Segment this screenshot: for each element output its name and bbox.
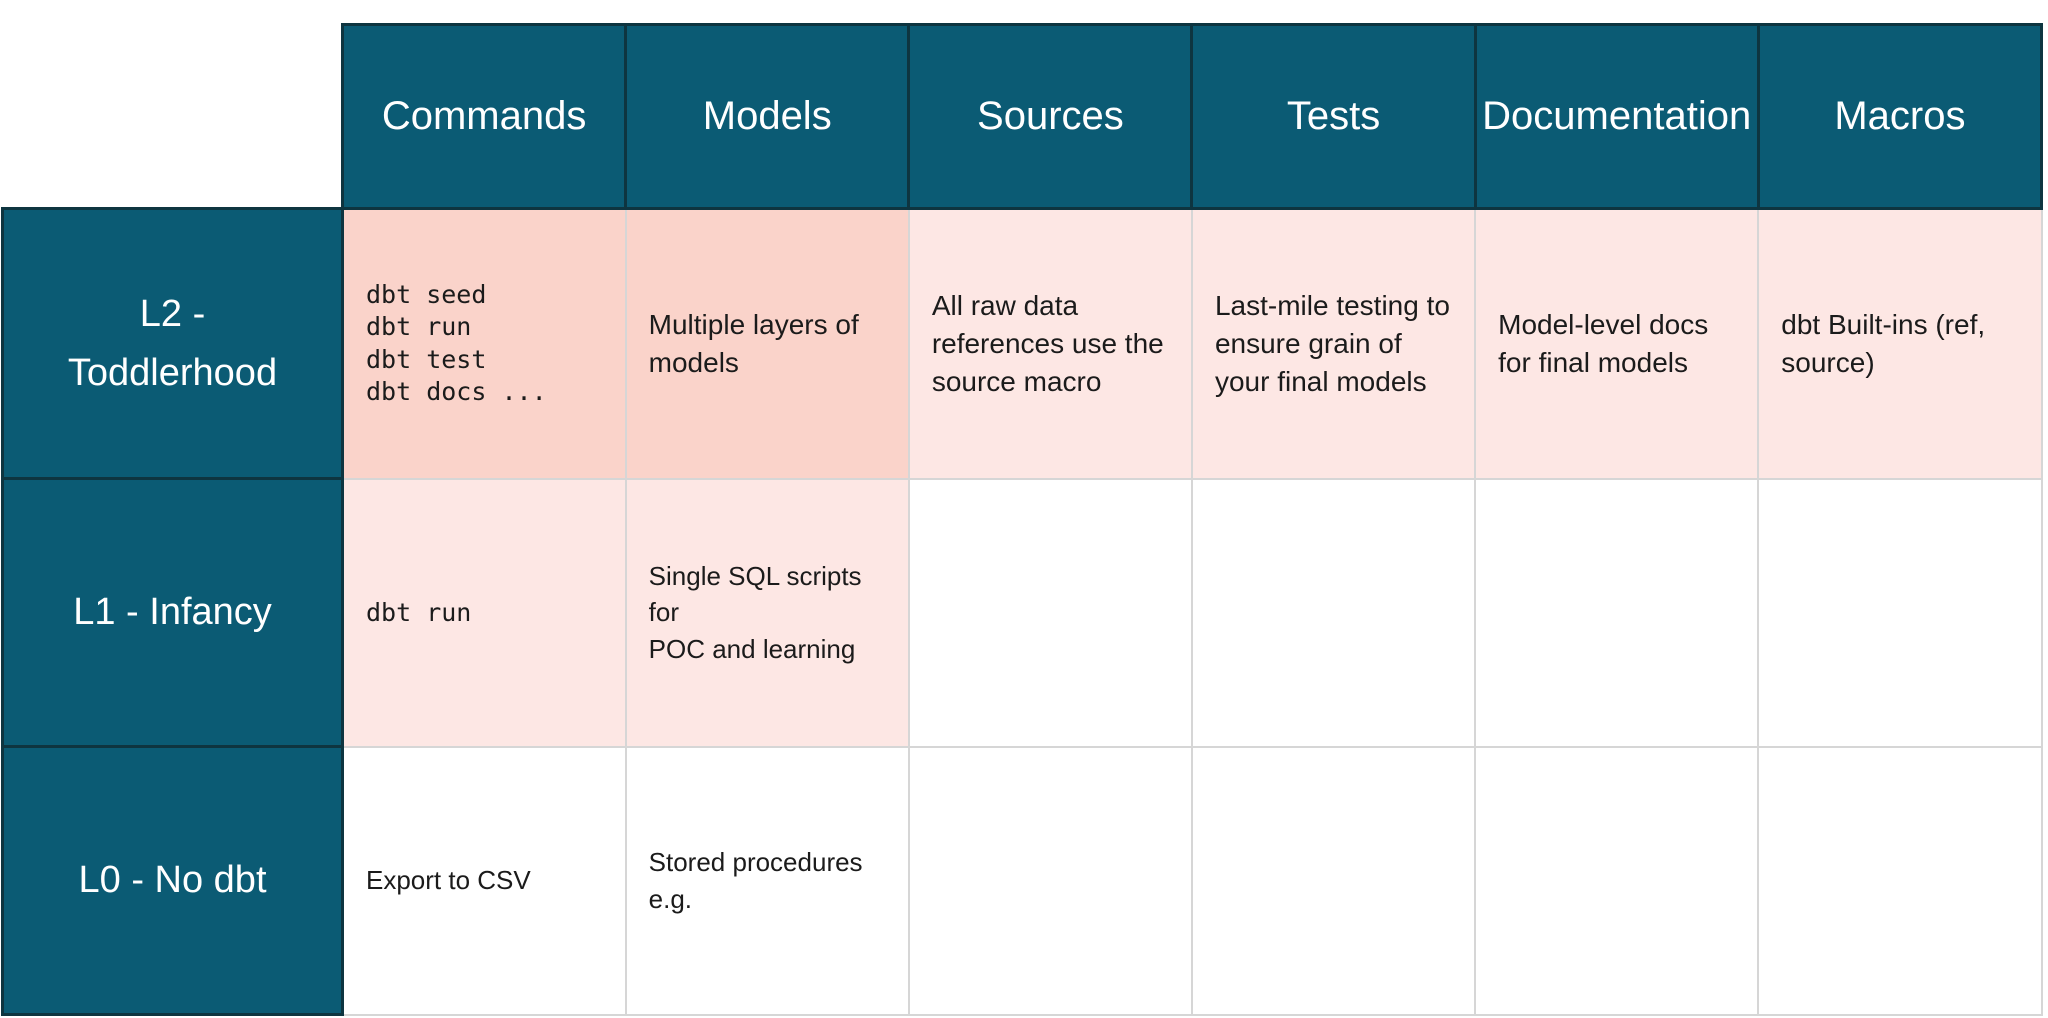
cell-l1-commands: dbt run	[341, 477, 627, 748]
cell-l1-macros	[1757, 477, 2043, 748]
cell-l2-documentation: Model-level docs for final models	[1474, 207, 1760, 480]
table-row-l1-infancy: L1 - Infancy dbt run Single SQL scripts …	[1, 477, 2043, 748]
dbt-maturity-table: Commands Models Sources Tests Documentat…	[1, 23, 2044, 1016]
table-row-l2-toddlerhood: L2 - Toddlerhood dbt seed dbt run dbt te…	[1, 207, 2043, 480]
corner-cell	[3, 25, 343, 209]
cell-l1-sources	[907, 477, 1193, 748]
cell-l0-sources	[907, 745, 1193, 1016]
column-header-sources: Sources	[907, 23, 1194, 210]
cell-l0-commands: Export to CSV	[341, 745, 627, 1016]
row-header-l2-toddlerhood: L2 - Toddlerhood	[1, 207, 344, 480]
column-header-commands: Commands	[340, 23, 628, 210]
column-header-row: Commands Models Sources Tests Documentat…	[3, 23, 2044, 210]
cell-l0-macros	[1757, 745, 2043, 1016]
row-header-l0-no-dbt: L0 - No dbt	[1, 745, 344, 1016]
table-row-l0-no-dbt: L0 - No dbt Export to CSV Stored procedu…	[1, 745, 2043, 1016]
column-header-tests: Tests	[1190, 23, 1477, 210]
cell-l0-models: Stored procedures e.g.	[624, 745, 910, 1016]
cell-l2-models: Multiple layers of models	[624, 207, 910, 480]
cell-l0-tests	[1190, 745, 1477, 1016]
row-header-l1-infancy: L1 - Infancy	[1, 477, 344, 748]
column-header-macros: Macros	[1756, 23, 2044, 210]
cell-l2-commands: dbt seed dbt run dbt test dbt docs ...	[341, 207, 627, 480]
cell-l1-documentation	[1474, 477, 1760, 748]
cell-l1-models: Single SQL scripts for POC and learning	[624, 477, 910, 748]
cell-l0-documentation	[1474, 745, 1760, 1016]
column-header-models: Models	[624, 23, 911, 210]
cell-l1-tests	[1190, 477, 1477, 748]
cell-l2-tests: Last-mile testing to ensure grain of you…	[1190, 207, 1477, 480]
column-header-documentation: Documentation	[1473, 23, 1760, 210]
cell-l2-sources: All raw data references use the source m…	[907, 207, 1193, 480]
cell-l2-macros: dbt Built-ins (ref, source)	[1757, 207, 2043, 480]
